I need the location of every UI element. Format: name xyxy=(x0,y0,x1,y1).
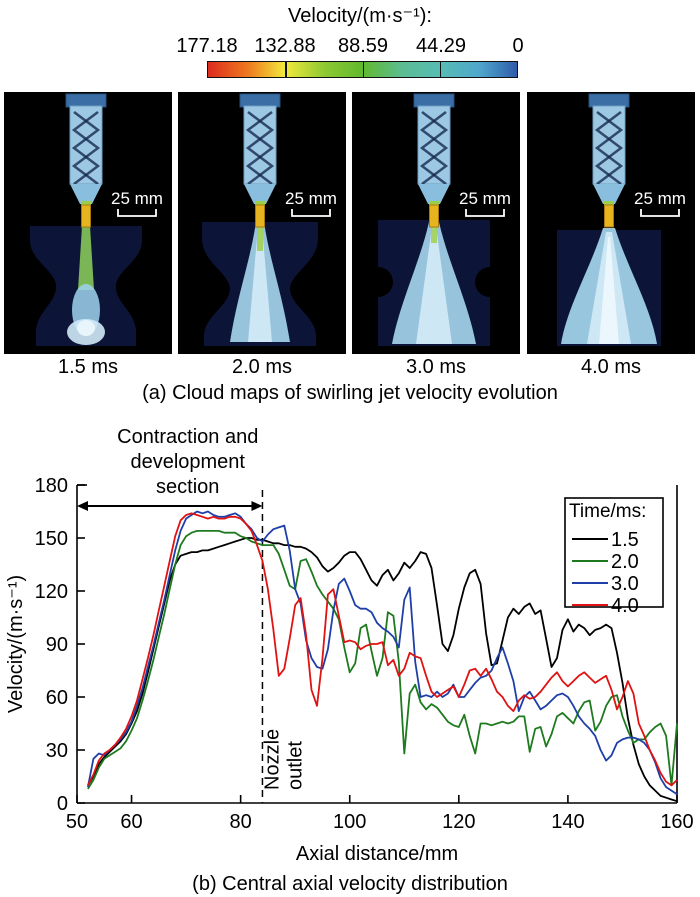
series-3.0ms xyxy=(87,510,678,795)
x-tick-label: 60 xyxy=(120,811,142,833)
nozzle-cap xyxy=(413,93,455,108)
jet-core xyxy=(431,223,437,243)
x-tick-label: 140 xyxy=(551,811,584,833)
contraction-flash xyxy=(604,201,614,206)
colorbar-tick: 132.88 xyxy=(254,35,316,57)
jet-core xyxy=(78,226,94,290)
x-tick-label: 50 xyxy=(66,811,88,833)
colorbar-divider xyxy=(439,62,442,77)
scale-bar-bracket xyxy=(291,209,331,217)
swirl-insert xyxy=(594,111,624,185)
nozzle-shoulder xyxy=(593,184,625,204)
swirl-insert xyxy=(419,111,449,185)
x-tick-label: 80 xyxy=(230,811,252,833)
section-annotation: development xyxy=(130,451,245,473)
scale-bar-label: 25 mm xyxy=(459,189,511,208)
panel-time-label: 4.0 ms xyxy=(580,356,642,378)
colorbar-divider xyxy=(362,62,364,77)
nozzle-body xyxy=(592,105,626,185)
series-1.5ms xyxy=(87,537,678,803)
colorbar-tick: 88.59 xyxy=(337,35,389,57)
nozzle-cap xyxy=(588,93,630,108)
cloud-map-panel-4: 25 mm xyxy=(527,92,695,354)
scale-bar-bracket xyxy=(465,209,505,217)
x-tick-label: 100 xyxy=(333,811,366,833)
contraction-flash xyxy=(429,201,439,206)
series-2.0ms xyxy=(87,530,678,790)
nozzle-shoulder xyxy=(418,184,450,204)
arrow-head-left xyxy=(77,501,88,511)
scale-bar-label: 25 mm xyxy=(285,189,337,208)
cloud-map-image: 25 mm xyxy=(557,93,686,346)
nozzle-cap xyxy=(239,93,281,108)
x-tick-label: 160 xyxy=(660,811,693,833)
nozzle-shoulder xyxy=(244,184,276,204)
nozzle-shoulder xyxy=(70,184,102,204)
x-axis-label: Axial distance/mm xyxy=(296,843,458,865)
y-axis-label: Velocity/(m·s⁻¹) xyxy=(5,575,27,713)
cloud-map-panel-3: 25 mm xyxy=(352,92,520,354)
swirl-insert xyxy=(71,111,101,185)
y-tick-label: 120 xyxy=(35,581,68,603)
contraction-flash xyxy=(255,201,265,206)
nozzle-cap xyxy=(65,93,107,108)
colorbar-tick: 44.29 xyxy=(415,35,467,57)
legend-entry-label: 2.0 xyxy=(611,551,639,573)
nozzle-outlet-label: outlet xyxy=(284,741,306,790)
legend-entry-label: 1.5 xyxy=(611,529,639,551)
arrow-head-right xyxy=(251,501,263,511)
colorbar-tick: 0 xyxy=(512,35,524,57)
swirl-insert xyxy=(245,111,275,185)
cloud-map-panel-2: 25 mm xyxy=(178,92,346,354)
cloud-map-image: 25 mm xyxy=(363,93,511,346)
colorbar-gradient xyxy=(207,61,518,78)
x-tick-label: 120 xyxy=(442,811,475,833)
panel-time-label: 3.0 ms xyxy=(405,356,467,378)
colorbar-divider xyxy=(285,62,287,77)
caption-a: (a) Cloud maps of swirling jet velocity … xyxy=(142,382,558,404)
y-tick-label: 30 xyxy=(46,740,68,762)
panel-time-label: 2.0 ms xyxy=(231,356,293,378)
legend-box xyxy=(564,497,664,608)
contraction-flash xyxy=(81,201,91,206)
jet-core xyxy=(257,223,263,251)
nozzle-body xyxy=(417,105,451,185)
legend-title: Time/ms: xyxy=(569,501,646,522)
scale-bar-label: 25 mm xyxy=(634,189,686,208)
section-annotation: Contraction and xyxy=(117,426,258,448)
y-tick-label: 180 xyxy=(35,475,68,497)
cloud-map-panel-1: 25 mm xyxy=(4,92,172,354)
legend-entry-label: 4.0 xyxy=(611,595,639,617)
colorbar-title: Velocity/(m·s⁻¹): xyxy=(288,5,432,27)
nozzle-throat xyxy=(604,204,614,228)
nozzle-throat xyxy=(255,204,265,228)
colorbar-tick: 177.18 xyxy=(176,35,238,57)
y-tick-label: 0 xyxy=(57,793,68,815)
y-tick-label: 150 xyxy=(35,528,68,550)
cloud-map-image: 25 mm xyxy=(30,93,163,346)
nozzle-body xyxy=(243,105,277,185)
velocity-chart: 0 30 60 90 120 150 180 50 60 80 100 120 140 160 Veloci… xyxy=(0,420,700,897)
section-annotation: section xyxy=(156,476,219,498)
nozzle-body xyxy=(69,105,103,185)
nozzle-outlet-label: Nozzle xyxy=(261,729,283,790)
nozzle-throat xyxy=(81,204,91,228)
nozzle-throat xyxy=(429,204,439,228)
y-tick-label: 90 xyxy=(46,634,68,656)
scale-bar-bracket xyxy=(640,209,680,217)
scale-bar-bracket xyxy=(117,209,157,217)
panel-time-label: 1.5 ms xyxy=(57,356,119,378)
caption-b: (b) Central axial velocity distribution xyxy=(192,873,508,895)
y-tick-label: 60 xyxy=(46,687,68,709)
legend-entry-label: 3.0 xyxy=(611,573,639,595)
chart-svg: 0 30 60 90 120 150 180 50 60 80 100 120 140 160 Veloci… xyxy=(5,426,694,895)
scale-bar-label: 25 mm xyxy=(111,189,163,208)
series-4.0ms xyxy=(87,512,678,787)
cloud-map-image: 25 mm xyxy=(202,93,337,346)
